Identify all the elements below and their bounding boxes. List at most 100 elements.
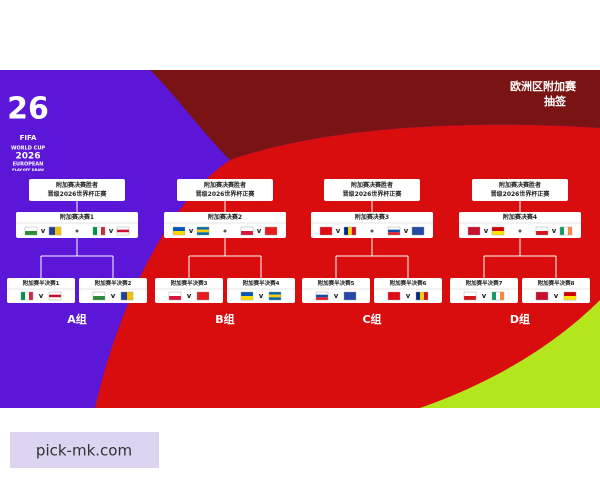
winner-box (177, 179, 273, 201)
versus: v (334, 292, 339, 300)
flag (265, 227, 277, 235)
flag (344, 227, 348, 235)
flag (25, 292, 29, 300)
flag (496, 292, 500, 300)
flag (352, 227, 356, 235)
flag (241, 296, 253, 300)
flag (117, 229, 129, 233)
flag (197, 232, 209, 235)
versus: v (189, 227, 194, 235)
flag-border (535, 226, 549, 236)
flag-border (196, 291, 210, 301)
flag (388, 227, 400, 230)
watermark: pick-mk.com (36, 442, 132, 460)
flag (127, 292, 133, 300)
winner-text: 附加赛决赛胜者 (204, 181, 246, 189)
flag-border (92, 291, 106, 301)
final-title: 附加赛决赛4 (503, 213, 537, 221)
versus: v (111, 292, 116, 300)
winner-text: 晋级2026世界杯正赛 (196, 190, 256, 198)
flag-border (343, 226, 357, 236)
flag (197, 292, 209, 300)
logo-line: PLAY-OFF DRAW (12, 168, 44, 172)
semi-title: 附加赛半决赛1 (23, 279, 60, 287)
flag (564, 292, 576, 296)
flag (117, 232, 129, 235)
flag (464, 292, 476, 296)
flag (101, 227, 105, 235)
winner-box (29, 179, 125, 201)
flag-border (120, 291, 134, 301)
flag (197, 229, 209, 233)
flag (241, 292, 253, 296)
flag (169, 292, 181, 296)
watermark-box (10, 432, 159, 468)
flag (49, 292, 61, 295)
flag (568, 227, 572, 235)
flag-border (20, 291, 34, 301)
winner-text: 晋级2026世界杯正赛 (343, 190, 403, 198)
flag (536, 227, 548, 231)
final-title: 附加赛决赛2 (208, 213, 242, 221)
flag (241, 231, 253, 235)
flag (388, 292, 400, 300)
versus: v (109, 227, 114, 235)
flag-border (415, 291, 429, 301)
flag (468, 227, 480, 235)
flag (500, 292, 504, 300)
title: 欧洲区附加赛 (510, 79, 577, 93)
final-title: 附加赛决赛3 (355, 213, 389, 221)
flag (492, 292, 496, 300)
flag (316, 297, 328, 300)
final-title: 附加赛决赛1 (60, 213, 94, 221)
winner-text: 晋级2026世界杯正赛 (491, 190, 551, 198)
winner-text: 附加赛决赛胜者 (56, 181, 98, 189)
flag (536, 231, 548, 235)
winner-box (472, 179, 568, 201)
final-header (311, 212, 433, 223)
logo-line: EUROPEAN (13, 162, 44, 168)
flag (93, 296, 105, 300)
flag (121, 292, 127, 300)
flag (320, 227, 332, 235)
logo: 26 FIFA WORLD CUP 2026 EUROPEAN PLAY-OFF… (7, 92, 49, 173)
flag-border (168, 291, 182, 301)
flag (173, 231, 185, 235)
winner-box (324, 179, 420, 201)
flag (344, 292, 356, 300)
flag-border (463, 291, 477, 301)
flag-border (92, 226, 106, 236)
winner-text: 附加赛决赛胜者 (351, 181, 393, 189)
versus: v (552, 227, 557, 235)
flag (269, 297, 281, 300)
flag (197, 227, 209, 230)
flag-border (48, 291, 62, 301)
group-label: D组 (510, 312, 530, 326)
flag (29, 292, 33, 300)
flag (25, 231, 37, 235)
flag (420, 292, 424, 300)
versus: v (336, 227, 341, 235)
versus: v (39, 292, 44, 300)
flag-border (48, 226, 62, 236)
flag (492, 227, 504, 231)
banner-shape (420, 300, 600, 408)
flag-border (196, 226, 210, 236)
flag-border (240, 291, 254, 301)
logo-number: 26 (7, 92, 49, 127)
versus: v (554, 292, 559, 300)
flag (169, 296, 181, 300)
flag (97, 227, 101, 235)
group-label: C组 (362, 312, 381, 326)
flag (173, 227, 185, 231)
flag (55, 227, 61, 235)
logo-brand: FIFA (20, 134, 37, 142)
flag-border (116, 226, 130, 236)
flag (49, 227, 55, 235)
flag-border (319, 226, 333, 236)
winner-text: 附加赛决赛胜者 (499, 181, 541, 189)
semi-title: 附加赛半决赛8 (538, 279, 575, 287)
flag (49, 297, 61, 300)
flag-border (24, 226, 38, 236)
